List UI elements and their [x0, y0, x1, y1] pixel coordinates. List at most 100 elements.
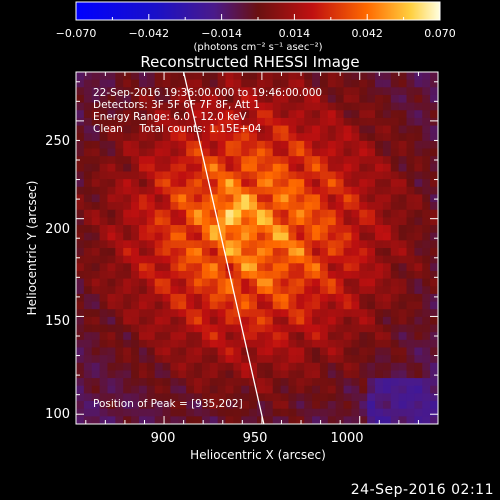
- heatmap-cell: [138, 416, 148, 424]
- heatmap-cell: [91, 186, 101, 196]
- heatmap-cell: [406, 408, 415, 417]
- heatmap-cell: [319, 370, 329, 379]
- heatmap-cell: [83, 286, 93, 295]
- heatmap-cell: [351, 339, 360, 349]
- heatmap-cell: [217, 240, 227, 249]
- heatmap-cell: [367, 286, 376, 295]
- heatmap-cell: [280, 324, 290, 333]
- heatmap-cell: [99, 194, 109, 203]
- heatmap-cell: [209, 125, 219, 134]
- heatmap-cell: [170, 232, 179, 241]
- heatmap-cell: [131, 110, 140, 119]
- heatmap-cell: [343, 370, 353, 379]
- heatmap-cell: [343, 263, 353, 272]
- heatmap-cell: [225, 232, 234, 241]
- heatmap-cell: [170, 110, 179, 119]
- heatmap-cell: [91, 408, 101, 417]
- heatmap-cell: [76, 408, 85, 417]
- heatmap-cell: [209, 87, 219, 96]
- heatmap-cell: [249, 263, 258, 272]
- heatmap-cell: [414, 286, 423, 295]
- heatmap-cell: [99, 393, 109, 402]
- heatmap-cell: [382, 263, 392, 272]
- heatmap-cell: [280, 148, 290, 157]
- heatmap-cell: [359, 110, 368, 119]
- heatmap-cell: [170, 286, 179, 295]
- heatmap-cell: [414, 316, 423, 326]
- heatmap-cell: [367, 148, 376, 157]
- heatmap-cell: [170, 385, 179, 394]
- heatmap-cell: [146, 316, 156, 326]
- heatmap-cell: [186, 286, 195, 295]
- heatmap-cell: [217, 117, 227, 127]
- heatmap-cell: [249, 94, 258, 104]
- heatmap-cell: [272, 248, 282, 257]
- heatmap-cell: [131, 355, 140, 364]
- heatmap-cell: [264, 194, 274, 203]
- heatmap-cell: [115, 140, 124, 150]
- heatmap-cell: [398, 163, 408, 173]
- heatmap-cell: [76, 316, 85, 326]
- heatmap-cell: [138, 133, 148, 142]
- heatmap-cell: [406, 416, 415, 424]
- heatmap-cell: [351, 209, 360, 218]
- heatmap-cell: [382, 248, 392, 257]
- heatmap-cell: [233, 217, 242, 226]
- heatmap-cell: [280, 408, 290, 417]
- heatmap-cell: [194, 117, 203, 127]
- heatmap-cell: [398, 339, 408, 349]
- heatmap-cell: [359, 248, 368, 257]
- heatmap-cell: [138, 117, 148, 127]
- heatmap-cell: [390, 362, 400, 372]
- heatmap-cell: [131, 209, 140, 218]
- heatmap-cell: [91, 194, 101, 203]
- colorbar-unit-label: (photons cm⁻² s⁻¹ asec⁻²): [193, 42, 322, 53]
- heatmap-cell: [154, 94, 164, 104]
- heatmap-cell: [201, 286, 211, 295]
- heatmap-cell: [382, 347, 392, 356]
- heatmap-cell: [382, 72, 392, 81]
- heatmap-cell: [162, 171, 172, 180]
- heatmap-cell: [241, 309, 250, 318]
- heatmap-cell: [162, 209, 172, 218]
- heatmap-cell: [201, 87, 211, 96]
- heatmap-cell: [194, 309, 203, 318]
- heatmap-cell: [131, 202, 140, 211]
- heatmap-cell: [217, 179, 227, 188]
- heatmap-cell: [359, 102, 368, 111]
- heatmap-image: [76, 72, 438, 424]
- heatmap-cell: [178, 133, 187, 142]
- heatmap-cell: [225, 385, 234, 394]
- heatmap-cell: [296, 332, 305, 341]
- heatmap-cell: [146, 209, 156, 218]
- heatmap-cell: [272, 94, 282, 104]
- heatmap-cell: [209, 332, 219, 341]
- heatmap-cell: [162, 117, 172, 127]
- heatmap-cell: [225, 179, 234, 188]
- heatmap-cell: [131, 301, 140, 310]
- heatmap-cell: [162, 255, 172, 264]
- heatmap-cell: [201, 171, 211, 180]
- heatmap-cell: [430, 72, 438, 81]
- heatmap-cell: [343, 401, 353, 410]
- heatmap-cell: [178, 148, 187, 157]
- heatmap-cell: [146, 156, 156, 165]
- heatmap-cell: [194, 316, 203, 326]
- heatmap-cell: [162, 87, 172, 96]
- heatmap-cell: [414, 202, 423, 211]
- heatmap-cell: [178, 117, 187, 127]
- heatmap-cell: [162, 416, 172, 424]
- heatmap-cell: [312, 163, 321, 173]
- heatmap-cell: [367, 332, 376, 341]
- heatmap-cell: [123, 278, 132, 287]
- heatmap-cell: [430, 171, 438, 180]
- heatmap-cell: [186, 87, 195, 96]
- heatmap-cell: [327, 248, 337, 257]
- heatmap-cell: [115, 393, 124, 402]
- heatmap-cell: [115, 225, 124, 234]
- heatmap-cell: [359, 125, 368, 134]
- heatmap-cell: [233, 316, 242, 326]
- heatmap-cell: [312, 179, 321, 188]
- heatmap-cell: [406, 401, 415, 410]
